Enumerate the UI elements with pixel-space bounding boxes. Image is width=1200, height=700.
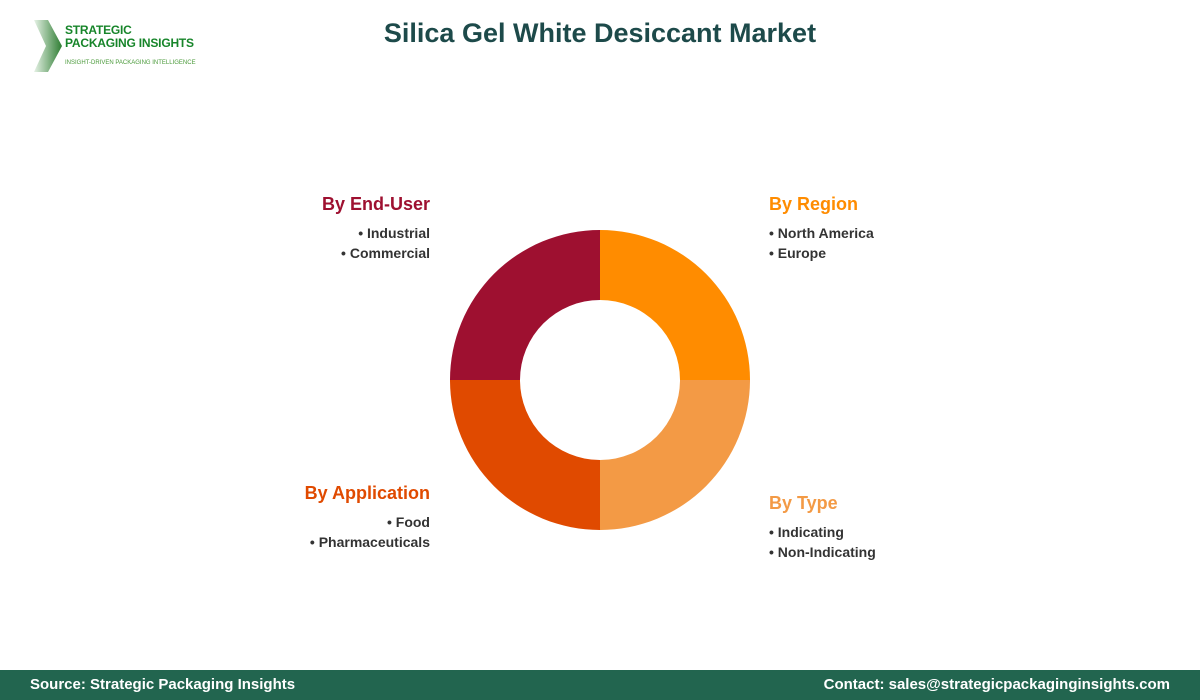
page-title: Silica Gel White Desiccant Market	[383, 18, 817, 48]
legend-by-type: By Type • Indicating • Non-Indicating	[769, 493, 876, 560]
donut-segment-by-region	[600, 230, 750, 380]
legend-by-end-user: By End-User • Industrial • Commercial	[321, 194, 430, 261]
contact-text: Contact: sales@strategicpackaginginsight…	[823, 676, 1170, 693]
donut-segment-by-type	[600, 380, 750, 530]
donut-segment-by-end-user	[450, 230, 600, 380]
footer: Source: Strategic Packaging Insights Con…	[0, 670, 1200, 700]
donut-segment-by-application	[450, 380, 600, 530]
logo: STRATEGIC PACKAGING INSIGHTS INSIGHT-DRIV…	[34, 20, 204, 72]
source-text: Source: Strategic Packaging Insights	[30, 676, 296, 693]
logo-tagline: INSIGHT-DRIVEN PACKAGING INTELLIGENCE	[65, 60, 196, 66]
logo-chevron-icon	[34, 20, 62, 72]
legend-by-region: By Region • North America • Europe	[769, 194, 874, 261]
logo-text: STRATEGIC PACKAGING INSIGHTS	[65, 23, 194, 50]
legend-by-application: By Application • Food • Pharmaceuticals	[304, 483, 430, 550]
